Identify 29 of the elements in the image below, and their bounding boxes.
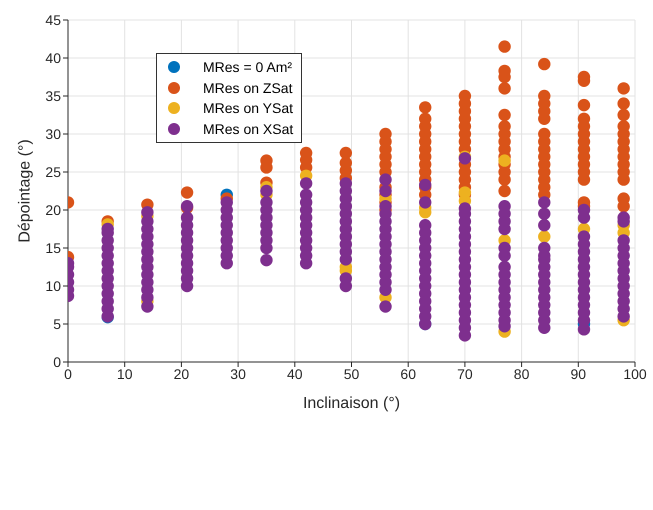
y-tick-label: 35 <box>45 88 62 104</box>
y-tick-label: 45 <box>45 12 62 28</box>
y-tick-label: 40 <box>45 50 62 66</box>
y-tick-label: 30 <box>45 126 62 142</box>
x-tick-label: 90 <box>570 366 586 382</box>
y-axis-title: Dépointage (°) <box>16 139 34 243</box>
x-tick-label: 20 <box>174 366 190 382</box>
x-tick-label: 40 <box>287 366 303 382</box>
y-tick-label: 20 <box>45 202 62 218</box>
x-tick-label: 0 <box>64 366 72 382</box>
y-tick-label: 0 <box>53 354 62 370</box>
x-axis-title: Inclinaison (°) <box>302 395 400 412</box>
y-tick-label: 25 <box>45 164 62 180</box>
y-tick-label: 10 <box>45 278 62 294</box>
legend-label: MRes on XSat <box>203 120 294 138</box>
x-tick-label: 80 <box>514 366 530 382</box>
y-tick-label: 5 <box>53 316 62 332</box>
x-tick-label: 30 <box>230 366 246 382</box>
x-tick-label: 10 <box>116 366 133 382</box>
legend-label: MRes on YSat <box>203 99 294 118</box>
legend-label: MRes = 0 Am² <box>203 58 292 77</box>
point <box>538 230 550 243</box>
x-tick-label: 50 <box>344 366 360 382</box>
x-tick-label: 100 <box>623 366 647 382</box>
point <box>498 154 511 167</box>
legend-label: MRes on ZSat <box>203 78 292 98</box>
y-tick-label: 15 <box>45 240 62 256</box>
x-tick-label: 70 <box>457 366 473 382</box>
x-tick-label: 60 <box>400 366 416 382</box>
